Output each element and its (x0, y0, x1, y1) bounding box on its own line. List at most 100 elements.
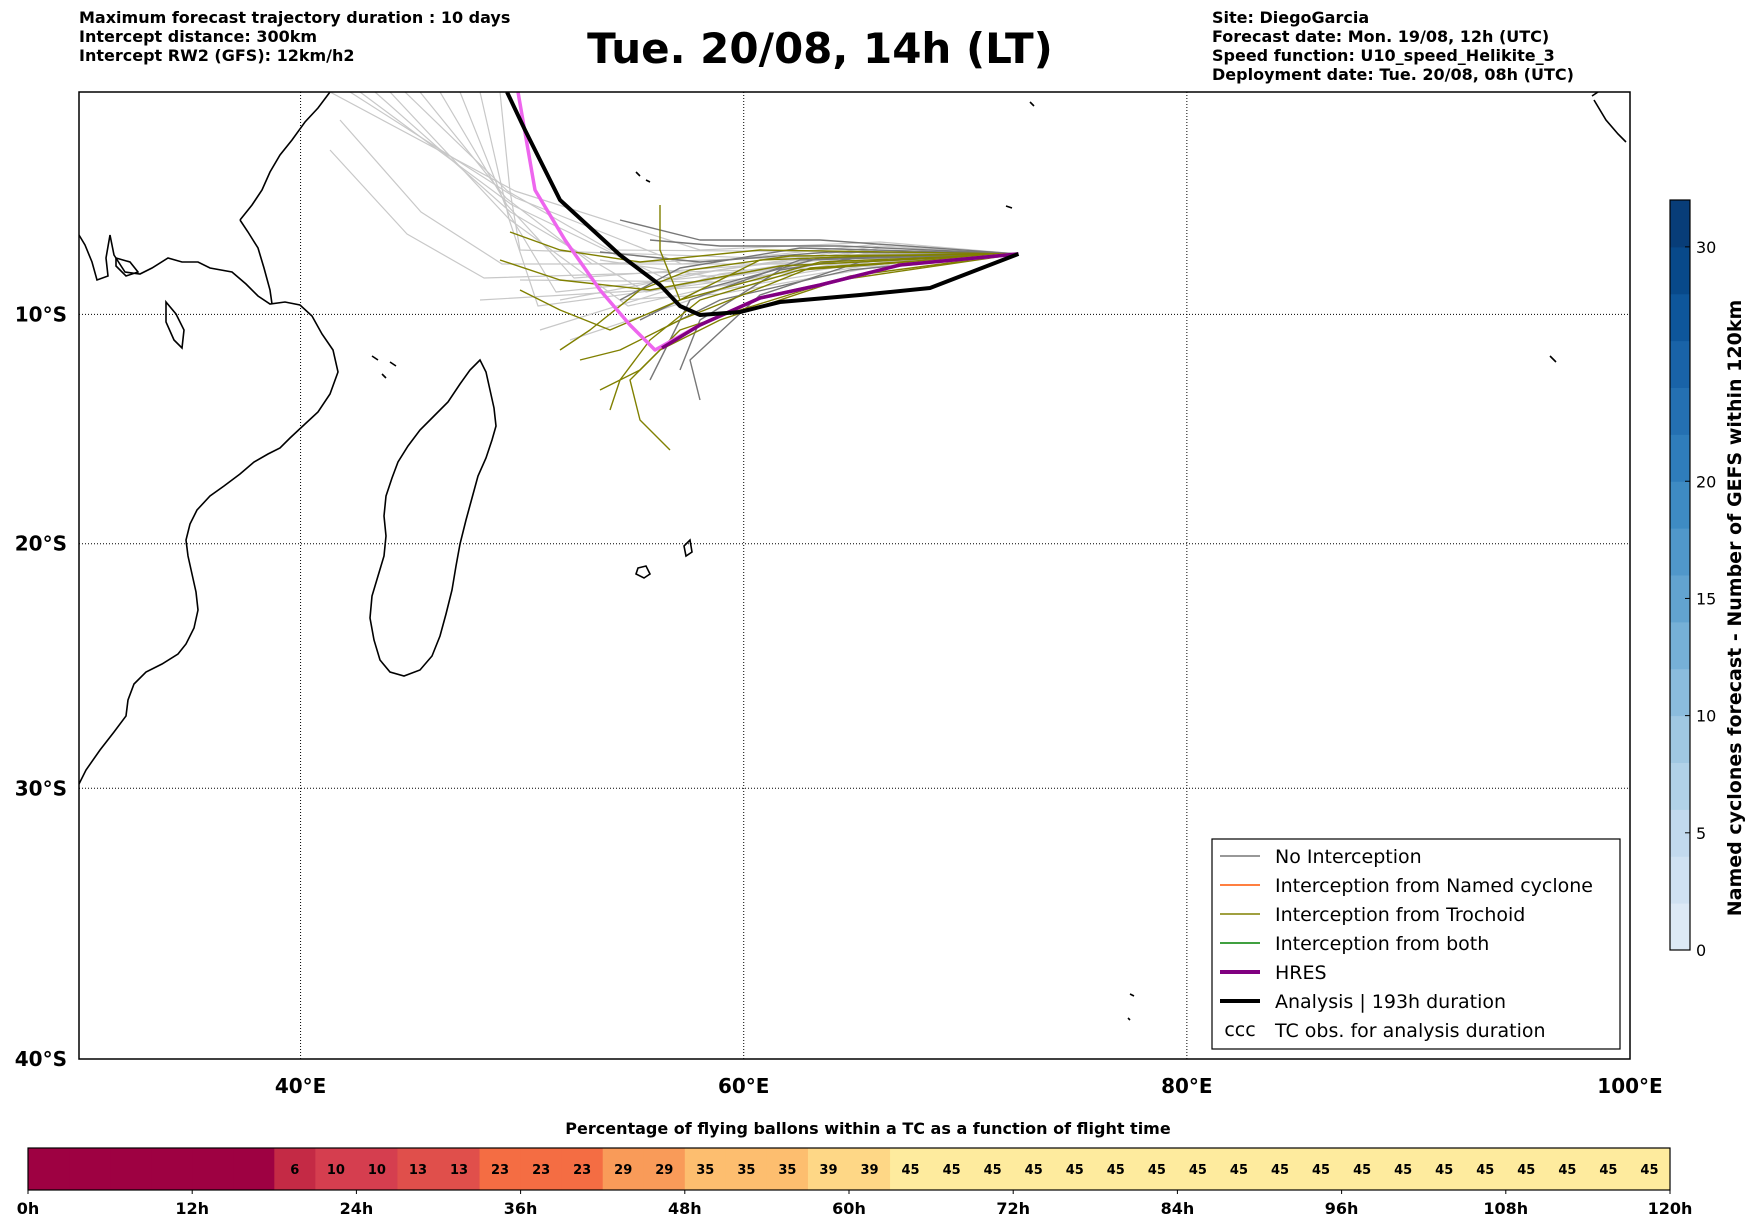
percentage-cell (1136, 1148, 1178, 1190)
trajectories (329, 92, 1020, 451)
percentage-value: 10 (368, 1163, 386, 1178)
time-tick-label: 36h (504, 1199, 538, 1218)
percentage-value: 45 (1558, 1163, 1576, 1178)
percentage-cell (69, 1148, 111, 1190)
lat-tick-label: 10°S (15, 302, 67, 326)
colorbar-segment (1670, 856, 1690, 904)
param-max-duration: Maximum forecast trajectory duration : 1… (79, 8, 511, 27)
legend-label: Analysis | 193h duration (1275, 991, 1506, 1013)
percentage-value: 35 (778, 1163, 796, 1178)
percentage-cell (1054, 1148, 1096, 1190)
island-comoros (371, 355, 397, 379)
percentage-value: 45 (1107, 1163, 1125, 1178)
percentage-cell (890, 1148, 932, 1190)
legend-item-named-cyclone: Interception from Named cyclone (1220, 875, 1593, 897)
island-mauritius (635, 565, 652, 579)
colorbar-segment (1670, 340, 1690, 388)
tc-obs-symbol-icon: ccc (1224, 1019, 1255, 1041)
legend-label: TC obs. for analysis duration (1274, 1020, 1546, 1042)
percentage-cell (28, 1148, 70, 1190)
percentage-value: 35 (737, 1163, 755, 1178)
percentage-value: 13 (450, 1163, 468, 1178)
colorbar-segment (1670, 621, 1690, 670)
lat-tick-label: 40°S (15, 1047, 67, 1071)
percentage-value: 23 (532, 1163, 550, 1178)
percentage-value: 23 (573, 1163, 591, 1178)
colorbar-tick-label: 30 (1696, 238, 1716, 257)
percentage-bar: 6 10 10 13 13 23 23 23 29 29 35 35 35 39 39 45 45 45 45 45 4… (17, 1147, 1692, 1218)
percentage-value: 6 (290, 1163, 299, 1178)
percentage-cell (315, 1148, 357, 1190)
percentage-cell (192, 1148, 234, 1190)
colorbar-frame (1669, 199, 1691, 951)
percentage-cell (1259, 1148, 1302, 1190)
legend-item-tc-obs: ccc TC obs. for analysis duration (1224, 1019, 1545, 1042)
percentage-value: 45 (1394, 1163, 1412, 1178)
percentage-value: 35 (696, 1163, 714, 1178)
colorbar-tick-label: 15 (1696, 589, 1716, 608)
site-info: Site: DiegoGarcia Forecast date: Mon. 19… (1212, 8, 1574, 84)
lon-tick-label: 80°E (1161, 1074, 1213, 1098)
coastlines (79, 92, 1627, 1021)
colorbar-segment (1670, 668, 1690, 717)
percentage-value: 45 (1435, 1163, 1453, 1178)
time-tick-label: 24h (340, 1199, 374, 1218)
percentage-value: 45 (1312, 1163, 1330, 1178)
percentage-cell (1218, 1148, 1260, 1190)
time-tick-label: 96h (1325, 1199, 1359, 1218)
legend-item-hres: HRES (1220, 962, 1327, 984)
time-tick-label: 48h (668, 1199, 702, 1218)
trajectory-trochoid (509, 231, 1019, 263)
percentage-cell (110, 1148, 152, 1190)
colorbar-segment (1670, 903, 1690, 951)
percentage-cell (520, 1148, 563, 1190)
legend-label: Interception from Trochoid (1275, 904, 1525, 926)
lon-tick-label: 40°E (275, 1074, 327, 1098)
percentage-value: 45 (1066, 1163, 1084, 1178)
param-intercept-rw2: Intercept RW2 (GFS): 12km/h2 (79, 46, 355, 65)
percentage-cell (1587, 1148, 1630, 1190)
trajectory-trochoid (499, 253, 1019, 291)
percentage-cell (1546, 1148, 1589, 1190)
colorbar-segment (1670, 575, 1690, 623)
colorbar-tick-label: 5 (1696, 824, 1706, 843)
legend-item-analysis: Analysis | 193h duration (1220, 991, 1506, 1013)
colorbar-segment (1670, 246, 1690, 295)
time-tick-label: 72h (996, 1199, 1030, 1218)
trajectory-no-interception (649, 239, 1019, 255)
island-seychelles (635, 171, 1013, 209)
legend-label: Interception from both (1275, 933, 1489, 955)
percentage-cell (643, 1148, 686, 1190)
percentage-cell (438, 1148, 481, 1190)
percentage-cell (1095, 1148, 1137, 1190)
colorbar-segment (1670, 528, 1690, 576)
percentage-cell (1341, 1148, 1384, 1190)
percentage-cell (1300, 1148, 1343, 1190)
percentage-value: 45 (1517, 1163, 1535, 1178)
graticule (79, 92, 1630, 1059)
colorbar-segment (1670, 762, 1690, 810)
island-lakshadweep (1029, 101, 1035, 107)
cyclone-colorbar: 0 5 10 15 20 30 (1669, 199, 1716, 960)
colorbar-tick-label: 0 (1696, 941, 1706, 960)
param-intercept-distance: Intercept distance: 300km (79, 27, 318, 46)
percentage-cell (151, 1148, 193, 1190)
run-parameters: Maximum forecast trajectory duration : 1… (79, 8, 510, 65)
time-tick-label: 12h (175, 1199, 209, 1218)
percentage-cell (356, 1148, 398, 1190)
percentage-value: 39 (860, 1163, 878, 1178)
legend-item-no-interception: No Interception (1220, 846, 1422, 868)
time-tick-label: 60h (832, 1199, 866, 1218)
percentage-value: 39 (819, 1163, 837, 1178)
percentage-cell (1177, 1148, 1219, 1190)
island-cyprus-like (115, 256, 140, 277)
percentage-value: 45 (1476, 1163, 1494, 1178)
percentage-cell (274, 1148, 316, 1190)
colorbar-segment (1670, 809, 1690, 857)
trajectory-trochoid (559, 253, 1019, 351)
percentage-value: 29 (614, 1163, 632, 1178)
percentage-cell (766, 1148, 809, 1190)
map-area[interactable]: No Interception Interception from Named c… (79, 92, 1630, 1059)
percentage-value: 45 (1230, 1163, 1248, 1178)
lon-tick-label: 100°E (1597, 1074, 1662, 1098)
